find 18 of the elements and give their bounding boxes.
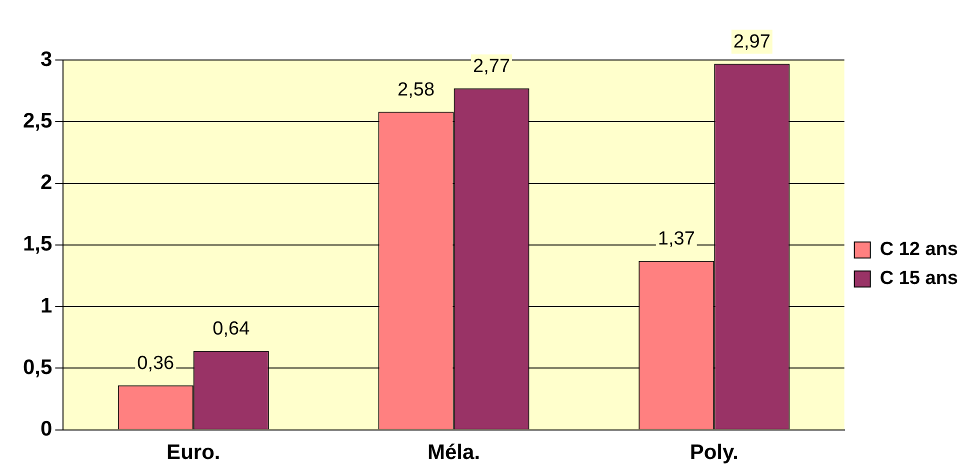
data-label: 0,36 bbox=[137, 353, 174, 374]
data-label: 2,77 bbox=[473, 56, 510, 78]
data-label: 2,58 bbox=[398, 80, 435, 101]
legend-label: C 12 ans bbox=[880, 239, 958, 260]
y-tick-label: 2 bbox=[40, 171, 52, 194]
data-label: 0,64 bbox=[212, 318, 250, 340]
x-tick-label: Méla. bbox=[428, 441, 480, 464]
y-tick-label: 0,5 bbox=[22, 356, 53, 379]
data-label: 1,37 bbox=[658, 228, 695, 250]
data-label: 2,97 bbox=[733, 31, 770, 52]
x-tick-label: Poly. bbox=[690, 441, 738, 464]
y-tick-label: 3 bbox=[40, 48, 52, 71]
y-tick-label: 0 bbox=[40, 418, 52, 441]
x-tick-label: Euro. bbox=[166, 441, 220, 464]
legend-label: C 15 ans bbox=[880, 268, 958, 290]
y-tick-label: 1,5 bbox=[22, 232, 53, 256]
y-tick-label: 2,5 bbox=[22, 109, 53, 132]
y-tick-label: 1 bbox=[40, 294, 53, 318]
